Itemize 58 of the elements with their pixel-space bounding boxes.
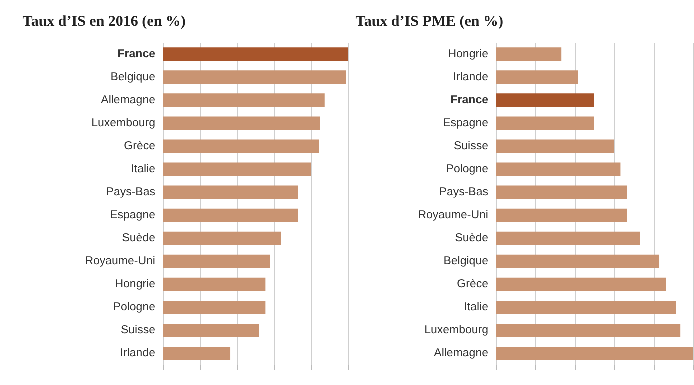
y-tick-label: Pologne bbox=[113, 302, 156, 314]
bar bbox=[496, 162, 621, 176]
y-tick-label: Italie bbox=[131, 163, 156, 176]
y-tick-label: Pays-Bas bbox=[439, 186, 489, 198]
bar bbox=[163, 278, 266, 292]
bar bbox=[163, 70, 346, 84]
bar bbox=[496, 140, 614, 154]
y-tick-label: Luxembourg bbox=[92, 117, 156, 130]
y-tick-label: Allemagne bbox=[434, 348, 488, 360]
bar bbox=[163, 48, 348, 61]
bar bbox=[163, 186, 298, 200]
y-tick-label: Irlande bbox=[453, 71, 488, 84]
y-tick-label: Belgique bbox=[444, 256, 488, 268]
bar bbox=[163, 208, 298, 222]
bar bbox=[496, 48, 562, 61]
bar bbox=[496, 254, 660, 268]
y-tick-label: Pologne bbox=[446, 163, 488, 176]
y-tick-label: Suisse bbox=[454, 140, 488, 152]
bar bbox=[496, 208, 628, 222]
y-tick-label: Italie bbox=[464, 302, 488, 314]
bar bbox=[496, 186, 628, 200]
bar bbox=[496, 94, 594, 108]
y-tick-label: Luxembourg bbox=[424, 324, 488, 337]
y-tick-label: Pays-Bas bbox=[106, 186, 156, 198]
y-tick-label: Grèce bbox=[457, 278, 488, 291]
bar bbox=[163, 254, 270, 268]
bar bbox=[163, 324, 260, 338]
y-tick-label: Royaume-Uni bbox=[418, 210, 488, 222]
bar bbox=[163, 140, 320, 154]
bar bbox=[163, 232, 282, 246]
y-tick-label: Suède bbox=[455, 232, 488, 245]
y-tick-label: Hongrie bbox=[448, 48, 488, 60]
chart-title: Taux d’IS PME (en %) bbox=[356, 14, 504, 30]
bar bbox=[496, 324, 681, 338]
y-tick-label: Suisse bbox=[120, 324, 156, 337]
y-tick-label: France bbox=[450, 94, 488, 106]
y-tick-label: Hongrie bbox=[115, 278, 156, 291]
y-tick-label: Espagne bbox=[110, 210, 156, 222]
y-tick-label: Grèce bbox=[124, 140, 156, 152]
y-tick-label: Belgique bbox=[110, 71, 156, 84]
bar bbox=[163, 116, 320, 130]
bar bbox=[496, 232, 640, 246]
y-tick-label: Suède bbox=[122, 232, 156, 245]
y-tick-label: France bbox=[118, 48, 156, 60]
bar bbox=[496, 300, 676, 314]
bar bbox=[163, 300, 266, 314]
chart-title: Taux d’IS en 2016 (en %) bbox=[22, 14, 186, 30]
bar bbox=[496, 278, 666, 292]
y-tick-label: Espagne bbox=[443, 117, 488, 130]
bar bbox=[163, 94, 325, 108]
bar bbox=[163, 162, 311, 176]
bar bbox=[496, 347, 693, 360]
bar bbox=[496, 116, 594, 130]
y-tick-label: Irlande bbox=[120, 348, 156, 360]
bar bbox=[496, 70, 578, 84]
y-tick-label: Royaume-Uni bbox=[85, 256, 156, 268]
y-tick-label: Allemagne bbox=[101, 94, 156, 106]
bar bbox=[163, 347, 231, 360]
